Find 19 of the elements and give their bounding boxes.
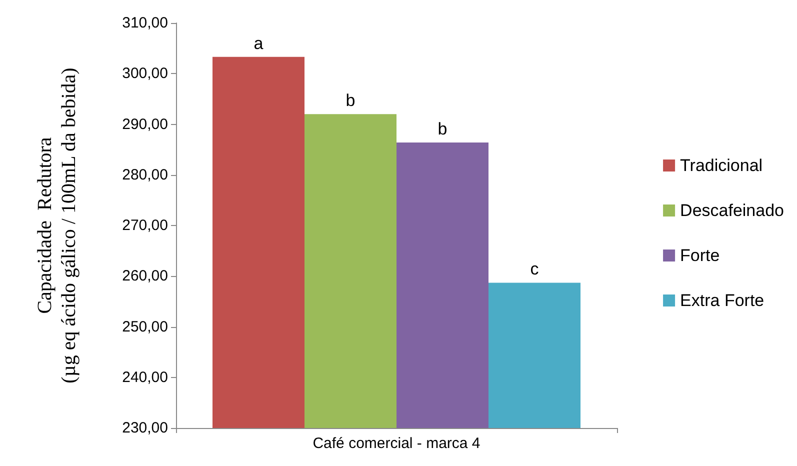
y-tick-label: 310,00 (122, 14, 168, 32)
y-tick-label: 280,00 (122, 166, 168, 184)
x-tick-label: Café comercial - marca 4 (312, 435, 480, 452)
legend-label: Extra Forte (680, 291, 764, 310)
y-tick-label: 250,00 (122, 318, 168, 336)
data-label: a (254, 34, 264, 53)
y-tick-label: 230,00 (122, 420, 168, 436)
y-tick-label: 290,00 (122, 116, 168, 133)
legend-label: Tradicional (680, 156, 763, 175)
y-tick-label: 300,00 (122, 65, 168, 82)
y-axis-title: Capacidade Redutora (µg eq ácido gálico / 100mL da bebida) (34, 68, 80, 384)
legend-label: Forte (680, 246, 720, 265)
data-label: c (530, 260, 540, 279)
y-tick-label: 240,00 (122, 368, 168, 386)
data-label: b (346, 91, 356, 110)
y-tick-label: 260,00 (122, 268, 168, 285)
y-tick-label: 270,00 (122, 217, 168, 234)
data-label: b (438, 119, 448, 138)
legend-label: Descafeinado (680, 201, 784, 220)
